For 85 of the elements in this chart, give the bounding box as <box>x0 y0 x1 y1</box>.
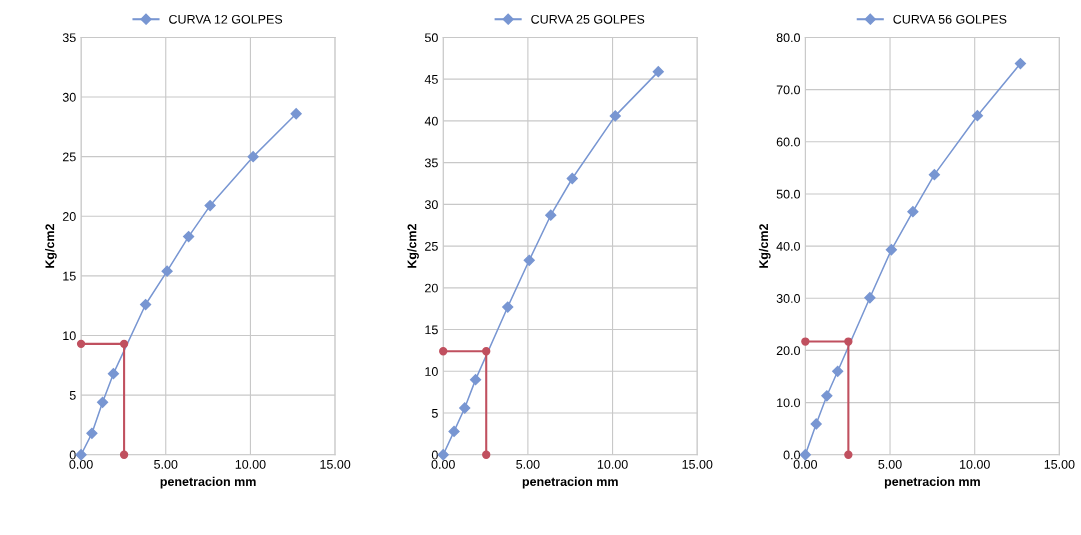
x-tick-label: 10.00 <box>960 459 990 469</box>
y-tick-label: 20 <box>425 283 438 293</box>
point <box>864 292 876 304</box>
point <box>545 209 557 221</box>
y-tick-label: 15 <box>425 325 438 335</box>
point <box>907 206 919 218</box>
point <box>523 254 535 266</box>
y-tick-label: 20.0 <box>776 346 800 356</box>
point <box>86 427 98 439</box>
y-tick-label: 10 <box>425 367 438 376</box>
point <box>810 418 822 430</box>
x-axis-title: penetracion mm <box>522 476 618 489</box>
legend-label: CURVA 56 GOLPES <box>893 14 1007 24</box>
point <box>448 425 460 437</box>
y-tick-label: 10.0 <box>777 398 800 408</box>
y-tick-label: 80.0 <box>776 33 800 43</box>
point <box>119 450 129 459</box>
point <box>119 339 129 349</box>
x-tick-label: 15.00 <box>1044 459 1075 469</box>
point <box>928 169 940 181</box>
y-tick-label: 35 <box>424 158 438 168</box>
point <box>652 66 664 78</box>
x-axis-title: penetracion mm <box>160 476 256 489</box>
point <box>290 108 302 120</box>
point <box>183 230 195 243</box>
x-tick-label: 10.00 <box>235 459 266 469</box>
y-tick-label: 0 <box>431 450 438 460</box>
point <box>139 298 152 311</box>
point <box>801 337 810 346</box>
point <box>439 347 448 356</box>
x-tick-label: 5.00 <box>878 459 902 469</box>
point <box>76 339 86 349</box>
y-tick-label: 40 <box>424 116 438 126</box>
x-tick-label: 5.00 <box>516 459 540 469</box>
y-tick-label: 70.0 <box>776 85 800 95</box>
legend-label: CURVA 25 GOLPES <box>531 14 645 24</box>
y-tick-label: 20 <box>62 212 76 221</box>
y-tick-label: 15 <box>63 271 76 281</box>
point <box>247 151 259 163</box>
x-axis-title: penetracion mm <box>884 476 980 489</box>
x-tick-label: 10.00 <box>597 459 628 469</box>
point <box>482 450 491 459</box>
point <box>96 396 109 408</box>
y-tick-label: 45 <box>424 75 438 84</box>
y-tick-label: 0 <box>69 450 76 460</box>
point <box>469 374 482 386</box>
point <box>821 390 833 402</box>
y-axis-title: Kg/cm2 <box>45 224 57 268</box>
point <box>161 265 173 277</box>
y-tick-label: 30 <box>62 92 76 102</box>
y-tick-label: 40.0 <box>776 241 800 251</box>
y-tick-label: 30 <box>424 200 438 210</box>
x-tick-label: 5.00 <box>154 459 178 469</box>
x-tick-label: 15.00 <box>682 459 713 469</box>
y-tick-label: 25 <box>62 152 76 162</box>
x-tick-label: 0.00 <box>431 459 455 469</box>
y-tick-label: 50.0 <box>776 189 800 199</box>
point <box>885 244 897 256</box>
point <box>204 199 216 212</box>
point <box>459 402 471 414</box>
y-tick-label: 0.0 <box>783 450 800 460</box>
point <box>1014 57 1027 70</box>
point <box>844 450 853 459</box>
y-tick-label: 35 <box>62 33 76 43</box>
point <box>971 110 984 122</box>
point <box>609 110 621 122</box>
y-tick-label: 25 <box>425 241 438 251</box>
point <box>844 337 853 346</box>
point <box>482 347 491 356</box>
x-tick-label: 15.00 <box>320 459 351 469</box>
point <box>502 301 514 313</box>
point <box>832 365 844 377</box>
y-tick-label: 5 <box>431 408 438 418</box>
y-axis-title: Kg/cm2 <box>407 224 419 268</box>
legend-label: CURVA 12 GOLPES <box>169 14 283 24</box>
point <box>107 368 120 380</box>
y-axis-title: Kg/cm2 <box>758 224 771 268</box>
x-tick-label: 0.00 <box>69 459 93 469</box>
point <box>566 172 578 185</box>
y-tick-label: 10 <box>63 331 76 341</box>
y-tick-label: 30.0 <box>776 294 800 303</box>
y-tick-label: 60.0 <box>776 137 800 147</box>
y-tick-label: 50 <box>424 33 438 43</box>
x-tick-label: 0.00 <box>793 459 818 469</box>
y-tick-label: 5 <box>69 391 76 400</box>
